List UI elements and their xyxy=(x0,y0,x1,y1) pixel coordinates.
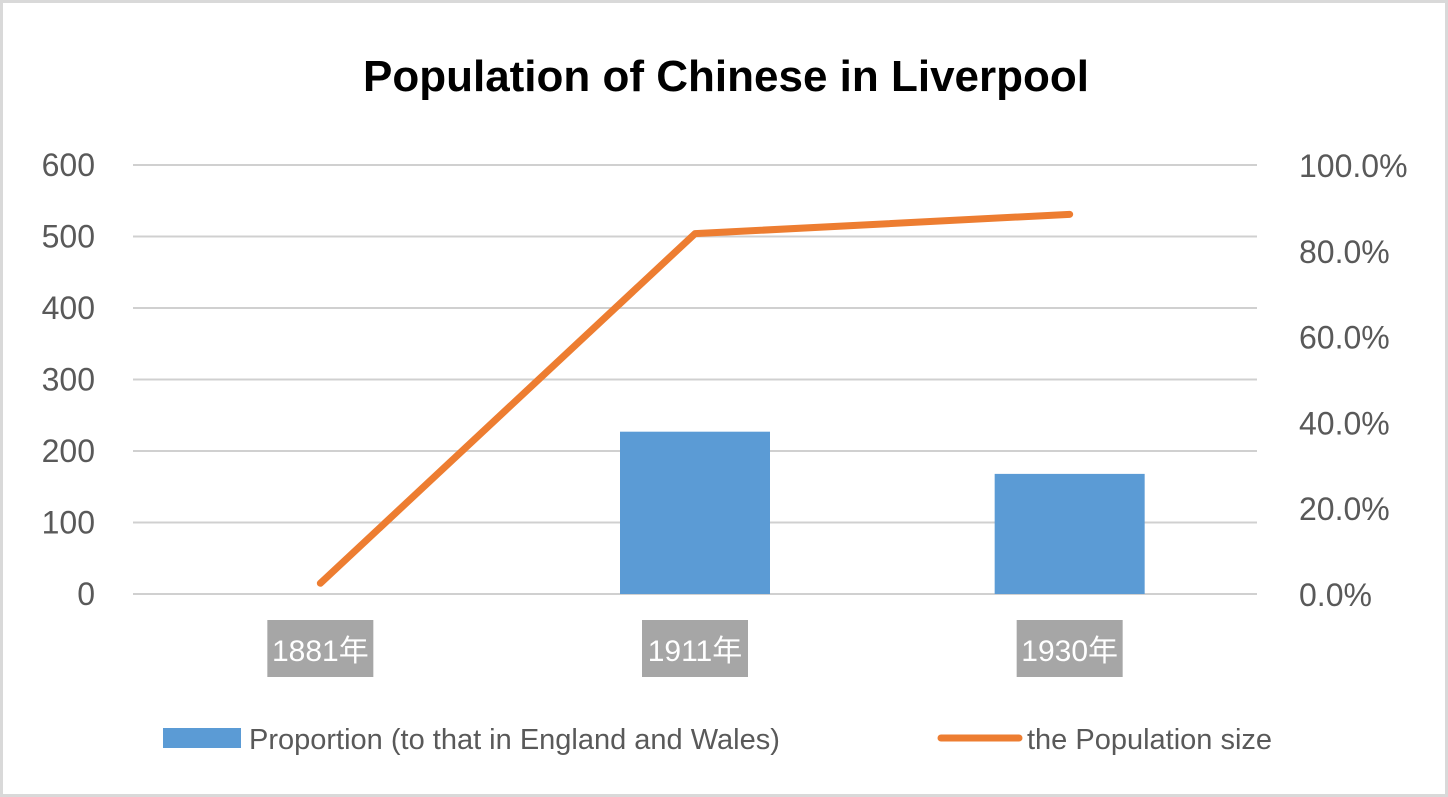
category-axis: 1881年 1911年 1930年 xyxy=(267,620,1123,677)
left-tick-label: 100 xyxy=(42,505,95,541)
left-tick-label: 300 xyxy=(42,362,95,398)
legend-item-bars: Proportion (to that in England and Wales… xyxy=(163,724,780,756)
left-axis: 0 100 200 300 400 500 600 xyxy=(42,147,95,612)
chart-svg: Population of Chinese in Liverpool 0 100 2… xyxy=(42,52,1408,756)
left-tick-label: 0 xyxy=(77,576,95,612)
legend: Proportion (to that in England and Wales… xyxy=(163,724,1272,756)
right-tick-label: 100.0% xyxy=(1299,148,1408,184)
right-tick-label: 80.0% xyxy=(1299,234,1390,270)
chart-title: Population of Chinese in Liverpool xyxy=(363,52,1089,101)
category-label-group: 1930年 xyxy=(1016,620,1123,677)
left-tick-label: 400 xyxy=(42,290,95,326)
category-label-bg xyxy=(1016,620,1123,677)
category-label: 1911年 xyxy=(648,635,743,668)
left-tick-label: 600 xyxy=(42,147,95,183)
right-tick-label: 20.0% xyxy=(1299,491,1390,527)
category-label-bg xyxy=(267,620,374,677)
legend-swatch-bar xyxy=(163,728,241,748)
category-label-group: 1911年 xyxy=(642,620,748,677)
line-series xyxy=(316,210,1074,587)
bar xyxy=(620,431,770,594)
legend-item-line: the Population size xyxy=(937,724,1272,756)
line-point xyxy=(319,582,321,584)
bar-series xyxy=(620,431,1145,594)
left-tick-label: 500 xyxy=(42,219,95,255)
right-axis: 0.0% 20.0% 40.0% 60.0% 80.0% 100.0% xyxy=(1299,148,1408,613)
left-tick-label: 200 xyxy=(42,433,95,469)
line-point xyxy=(694,233,696,235)
category-label-group: 1881年 xyxy=(267,620,374,677)
category-label: 1930年 xyxy=(1021,635,1118,668)
category-label-bg xyxy=(642,620,748,677)
category-label: 1881年 xyxy=(272,635,369,668)
right-tick-label: 0.0% xyxy=(1299,577,1372,613)
right-tick-label: 40.0% xyxy=(1299,405,1390,441)
legend-label-bar: Proportion (to that in England and Wales… xyxy=(249,724,780,756)
bar xyxy=(994,473,1145,594)
right-tick-label: 60.0% xyxy=(1299,320,1390,356)
line-point xyxy=(1069,213,1071,215)
legend-label-line: the Population size xyxy=(1027,724,1272,756)
